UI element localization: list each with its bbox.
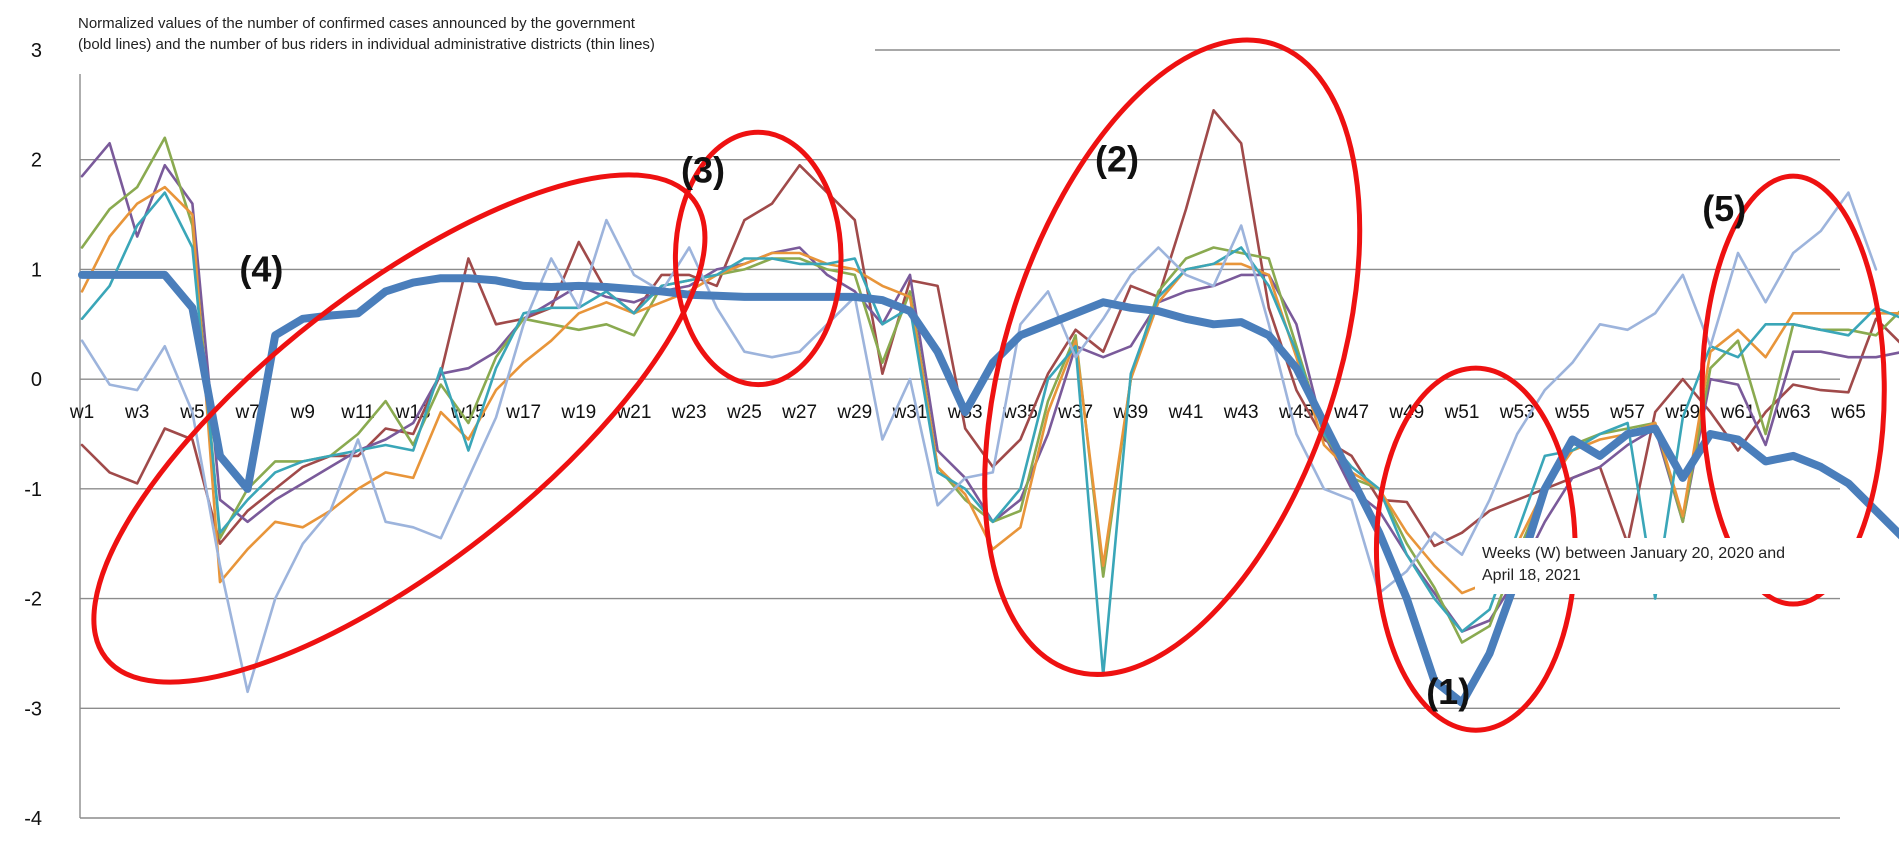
- annotation-ellipse: [1699, 173, 1887, 607]
- x-axis-label-line-1: Weeks (W) between January 20, 2020 and: [1482, 545, 1785, 562]
- annotation-ellipse: [91, 172, 708, 685]
- xlabel-background: [1475, 538, 1865, 594]
- x-tick-label: w17: [505, 402, 541, 423]
- chart-title-line-2: (bold lines) and the number of bus rider…: [78, 36, 655, 53]
- annotation-ellipses: [91, 37, 1887, 733]
- x-tick-label: w51: [1444, 402, 1480, 423]
- x-tick-label: w65: [1830, 402, 1866, 423]
- annotation-label: (5): [1702, 188, 1746, 229]
- y-tick-label: 3: [31, 40, 42, 62]
- series-line-orange: [80, 185, 1899, 595]
- series-lines: [78, 109, 1899, 707]
- x-tick-label: w39: [1112, 402, 1148, 423]
- x-tick-label: w59: [1664, 402, 1700, 423]
- gridlines: [79, 49, 1840, 819]
- y-tick-label: 0: [31, 369, 42, 391]
- series-line-purple: [80, 142, 1899, 633]
- chart-title-line-1: Normalized values of the number of confi…: [78, 15, 636, 32]
- x-tick-label: w53: [1499, 402, 1535, 423]
- annotation-label: (4): [239, 248, 283, 289]
- annotation-ellipse: [672, 129, 844, 388]
- series-line-dark-red: [80, 109, 1899, 548]
- x-tick-label: w57: [1609, 402, 1645, 423]
- x-tick-label: w9: [290, 402, 315, 423]
- series-line-light-blue: [80, 191, 1878, 694]
- y-axis-ticks: 3 2 1 0 -1 -2 -3 -4: [24, 40, 42, 830]
- x-tick-label: w37: [1057, 402, 1093, 423]
- x-tick-label: w3: [124, 402, 149, 423]
- x-tick-label: w7: [234, 402, 259, 423]
- annotation-label: (3): [681, 150, 725, 191]
- x-tick-label: w1: [69, 402, 94, 423]
- x-tick-label: w61: [1720, 402, 1756, 423]
- series-line-confirmed-cases: [78, 270, 1899, 707]
- y-tick-label: -1: [24, 479, 42, 501]
- annotation-label: (1): [1426, 671, 1470, 712]
- series-line-teal: [80, 191, 1899, 677]
- y-tick-label: -3: [24, 698, 42, 720]
- x-tick-label: w63: [1775, 402, 1811, 423]
- x-tick-label: w23: [671, 402, 707, 423]
- x-tick-label: w11: [340, 402, 374, 423]
- y-tick-label: 1: [31, 259, 42, 281]
- annotation-ellipse: [982, 37, 1363, 677]
- x-tick-label: w55: [1554, 402, 1590, 423]
- x-tick-label: w19: [560, 402, 596, 423]
- title-background: [70, 6, 875, 74]
- x-tick-label: w25: [726, 402, 762, 423]
- x-tick-label: w43: [1223, 402, 1259, 423]
- annotation-labels: (1) (2) (3) (4) (5): [239, 139, 1746, 712]
- y-tick-label: 2: [31, 150, 42, 172]
- x-tick-label: w15: [450, 402, 486, 423]
- x-tick-label: w47: [1333, 402, 1369, 423]
- x-tick-label: w21: [616, 402, 652, 423]
- annotation-label: (2): [1095, 139, 1139, 180]
- x-tick-label: w29: [836, 402, 872, 423]
- series-line-green: [80, 136, 1899, 644]
- y-tick-label: -4: [24, 808, 42, 830]
- x-tick-label: w27: [781, 402, 817, 423]
- y-tick-label: -2: [24, 589, 42, 611]
- x-axis-label-line-2: April 18, 2021: [1482, 567, 1581, 584]
- x-tick-label: w41: [1168, 402, 1204, 423]
